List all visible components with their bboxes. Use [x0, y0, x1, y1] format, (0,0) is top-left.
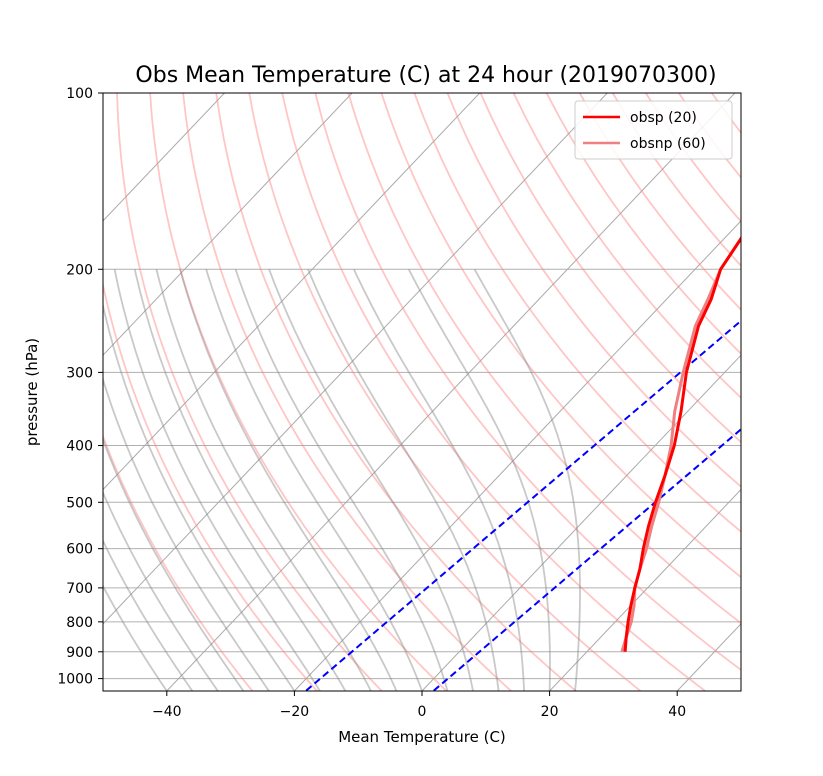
moist-adiabat [179, 269, 398, 691]
dry-adiabat [678, 93, 741, 179]
isotherm-20 [549, 488, 741, 691]
dry-adiabat [745, 93, 823, 691]
y-tick-label: 600 [66, 542, 93, 558]
isotherm--80 [103, 93, 481, 491]
x-tick-label: 0 [418, 704, 427, 720]
y-tick-label: 500 [66, 495, 93, 511]
dry-adiabat [116, 93, 383, 691]
isotherm--40 [166, 93, 736, 691]
dry-adiabat [149, 93, 448, 691]
isotherm--20 [294, 220, 741, 691]
moist-adiabat [205, 269, 423, 691]
y-tick-label: 400 [66, 439, 93, 455]
dry-adiabat [103, 433, 254, 691]
moist-adiabat [155, 269, 372, 691]
y-tick-label: 700 [66, 581, 93, 597]
legend: obsp (20) obsnp (60) [574, 100, 733, 160]
series-lines [620, 235, 741, 653]
dry-adiabat [711, 93, 741, 135]
y-tick-label: 200 [66, 262, 93, 278]
isotherm--100 [103, 93, 353, 356]
dry-adiabat [281, 93, 706, 691]
x-axis-label: Mean Temperature (C) [338, 728, 506, 746]
plot-area [0, 93, 823, 691]
isotherm--140 [0, 93, 97, 691]
moist-adiabat [353, 268, 525, 691]
dry-adiabat-lines [103, 93, 823, 691]
plot-frame [102, 92, 742, 692]
dry-adiabat [347, 93, 741, 625]
y-tick-label: 1000 [57, 672, 93, 688]
y-tick-label: 800 [66, 615, 93, 631]
legend-box [574, 100, 733, 160]
moist-adiabat [103, 301, 296, 691]
dry-adiabat [545, 93, 741, 355]
moist-adiabat [234, 269, 449, 691]
isotherm--120 [103, 93, 225, 222]
series-line-obsp [623, 235, 741, 652]
moist-adiabat [103, 437, 245, 691]
moist-adiabat [307, 268, 500, 691]
dry-adiabat [380, 93, 741, 579]
moist-adiabat [473, 268, 581, 691]
dry-adiabat [811, 93, 823, 691]
legend-label-obsnp: obsnp (60) [630, 136, 706, 152]
moist-adiabat [103, 490, 219, 691]
dry-adiabat [314, 93, 741, 671]
isotherm-0 [421, 354, 741, 691]
x-tick-label: −40 [152, 704, 182, 720]
y-axis-label: pressure (hPa) [23, 338, 41, 446]
x-tick-label: 20 [541, 704, 559, 720]
dry-adiabat [611, 93, 741, 268]
dashed-reference-line [305, 319, 741, 691]
isotherm-60 [805, 93, 823, 691]
dry-adiabat [103, 281, 318, 691]
moist-adiabat [268, 268, 474, 691]
dashed-reference-line [433, 428, 741, 691]
dry-adiabat [479, 93, 741, 444]
dry-adiabat [215, 93, 577, 691]
isobar-gridlines [103, 93, 741, 680]
chart-title: Obs Mean Temperature (C) at 24 hour (201… [135, 63, 716, 88]
moist-adiabat [133, 269, 347, 691]
moist-adiabat [407, 268, 551, 691]
dashed-reference-lines [305, 319, 741, 691]
x-axis-ticks: −40 −20 0 20 40 [152, 691, 686, 720]
moist-adiabat [103, 584, 168, 691]
dry-adiabat [778, 93, 823, 691]
y-tick-label: 900 [66, 645, 93, 661]
isotherm--60 [103, 93, 608, 625]
isotherm-40 [676, 623, 741, 691]
moist-adiabat-lines [103, 268, 581, 691]
moist-adiabat [103, 376, 270, 691]
x-tick-label: 40 [668, 704, 686, 720]
dry-adiabat [512, 93, 741, 399]
y-axis-ticks: 100 200 300 400 500 600 700 800 900 1000 [57, 86, 103, 688]
legend-label-obsp: obsp (20) [630, 110, 697, 126]
moist-adiabat [113, 269, 321, 691]
dry-adiabat [413, 93, 741, 533]
isotherm-lines [0, 93, 823, 691]
moist-adiabat [103, 539, 194, 691]
dry-adiabat [248, 93, 642, 691]
y-tick-label: 100 [66, 86, 93, 102]
dry-adiabat [578, 93, 741, 311]
y-tick-label: 300 [66, 365, 93, 381]
dry-adiabat [446, 93, 741, 488]
dry-adiabat [182, 93, 512, 691]
x-tick-label: −20 [280, 704, 310, 720]
